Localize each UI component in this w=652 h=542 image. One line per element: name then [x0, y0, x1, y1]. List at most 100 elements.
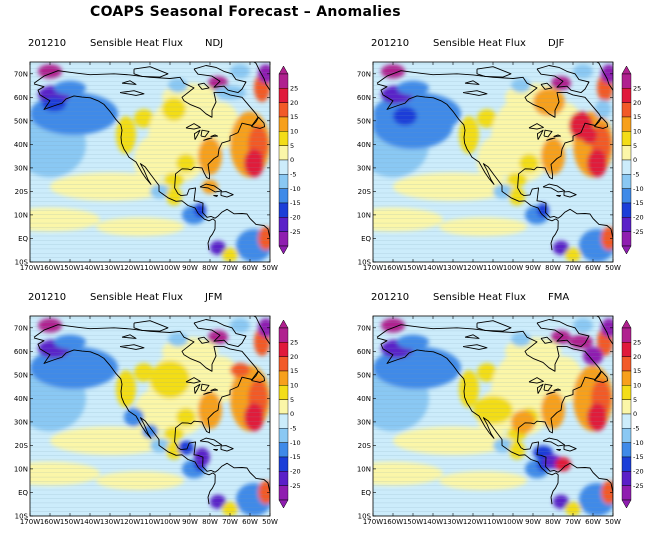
lon-label: 70W: [222, 264, 238, 272]
lon-label: 130W: [100, 518, 120, 526]
panel-season: NDJ: [205, 38, 224, 49]
colorbar-label: -10: [633, 185, 644, 193]
lat-label: 10N: [357, 211, 371, 219]
lon-label: 140W: [423, 264, 443, 272]
lon-label: 80W: [202, 518, 218, 526]
colorbar-label: -5: [633, 171, 639, 179]
lat-label: 10S: [358, 259, 372, 267]
panel-date: 201210: [371, 38, 410, 49]
colorbar-label: -15: [290, 453, 301, 461]
lat-label: 20S: [358, 188, 372, 196]
lon-label: 100W: [160, 518, 180, 526]
colorbar-label: 10: [290, 382, 298, 390]
lon-label: 90W: [182, 518, 198, 526]
colorbar-label: 15: [633, 367, 641, 375]
lon-label: 80W: [545, 518, 561, 526]
colorbar-label: 15: [633, 113, 641, 121]
colorbar-label: 20: [633, 353, 641, 361]
lon-label: 50W: [605, 264, 621, 272]
lon-label: 120W: [463, 518, 483, 526]
lat-label: 40N: [14, 141, 28, 149]
map-panel-ndj: 201210 Sensible Heat Flux NDJ 70N 60N 50N 4…: [0, 38, 301, 288]
lat-label: 10N: [14, 211, 28, 219]
lon-label: 150W: [60, 518, 80, 526]
panel-variable: Sensible Heat Flux: [90, 38, 183, 49]
lon-label: 170W: [363, 518, 383, 526]
colorbar-label: -5: [633, 425, 639, 433]
lat-label: 30N: [14, 418, 28, 426]
colorbar-label: 20: [633, 99, 641, 107]
colorbar-label: 5: [290, 396, 294, 404]
lon-label: 100W: [503, 518, 523, 526]
lon-label: 160W: [40, 518, 60, 526]
colorbar-label: -25: [633, 482, 644, 490]
map-panel-fma: 201210 Sensible Heat Flux FMA 70N 60N 50N 4…: [343, 292, 644, 542]
lon-label: 80W: [202, 264, 218, 272]
lon-label: 170W: [20, 518, 40, 526]
lat-label: 70N: [14, 324, 28, 332]
colorbar-label: -15: [290, 199, 301, 207]
colorbar-label: -15: [633, 453, 644, 461]
lat-label: 50N: [14, 117, 28, 125]
colorbar-label: 0: [290, 410, 294, 418]
panel-date: 201210: [371, 292, 410, 303]
lat-label: 60N: [357, 348, 371, 356]
lat-label: 30N: [14, 164, 28, 172]
colorbar: 25 20 15 10 5 0 -5 -10 -15 -20 -25: [621, 65, 644, 255]
lat-label: EQ: [18, 235, 28, 243]
lon-label: 130W: [100, 264, 120, 272]
lon-label: 100W: [160, 264, 180, 272]
colorbar-label: 0: [633, 410, 637, 418]
lat-label: 50N: [14, 371, 28, 379]
lon-label: 90W: [525, 264, 541, 272]
colorbar-label: -10: [290, 185, 301, 193]
lon-label: 110W: [483, 264, 503, 272]
lon-label: 160W: [40, 264, 60, 272]
colorbar-label: -20: [290, 214, 301, 222]
lat-label: 70N: [357, 324, 371, 332]
lat-label: 60N: [357, 94, 371, 102]
colorbar-label: 0: [290, 156, 294, 164]
lat-label: 30N: [357, 164, 371, 172]
colorbar-label: 5: [290, 142, 294, 150]
lat-label: 30N: [357, 418, 371, 426]
panel-season: JFM: [205, 292, 223, 303]
colorbar-label: 10: [633, 382, 641, 390]
lon-label: 170W: [363, 264, 383, 272]
colorbar-label: -10: [290, 439, 301, 447]
map-panel-djf: 201210 Sensible Heat Flux DJF 70N 60N 50N 4…: [343, 38, 644, 288]
lat-label: 60N: [14, 348, 28, 356]
lat-label: 50N: [357, 117, 371, 125]
colorbar-label: -20: [633, 214, 644, 222]
map-panel-jfm: 201210 Sensible Heat Flux JFM 70N 60N 50N 4…: [0, 292, 301, 542]
lon-label: 160W: [383, 264, 403, 272]
lon-label: 60W: [585, 518, 601, 526]
lon-label: 70W: [565, 518, 581, 526]
colorbar: 25 20 15 10 5 0 -5 -10 -15 -20 -25: [278, 65, 301, 255]
colorbar-label: 20: [290, 99, 298, 107]
lon-label: 70W: [222, 518, 238, 526]
lon-label: 60W: [242, 518, 258, 526]
panel-season: FMA: [548, 292, 570, 303]
lat-label: 10N: [357, 465, 371, 473]
colorbar-label: 10: [290, 128, 298, 136]
lon-label: 90W: [182, 264, 198, 272]
lon-label: 150W: [403, 518, 423, 526]
lat-label: 70N: [14, 70, 28, 78]
lon-label: 120W: [463, 264, 483, 272]
lat-label: 70N: [357, 70, 371, 78]
colorbar-label: 15: [290, 367, 298, 375]
lat-label: EQ: [361, 235, 371, 243]
lat-label: 20S: [15, 188, 29, 196]
lon-label: 160W: [383, 518, 403, 526]
colorbar-label: -20: [290, 468, 301, 476]
colorbar-label: -15: [633, 199, 644, 207]
colorbar-label: -5: [290, 425, 296, 433]
colorbar-label: -10: [633, 439, 644, 447]
lat-label: 40N: [357, 141, 371, 149]
lon-label: 140W: [80, 518, 100, 526]
page-title: COAPS Seasonal Forecast – Anomalies: [90, 4, 401, 20]
lon-label: 150W: [403, 264, 423, 272]
